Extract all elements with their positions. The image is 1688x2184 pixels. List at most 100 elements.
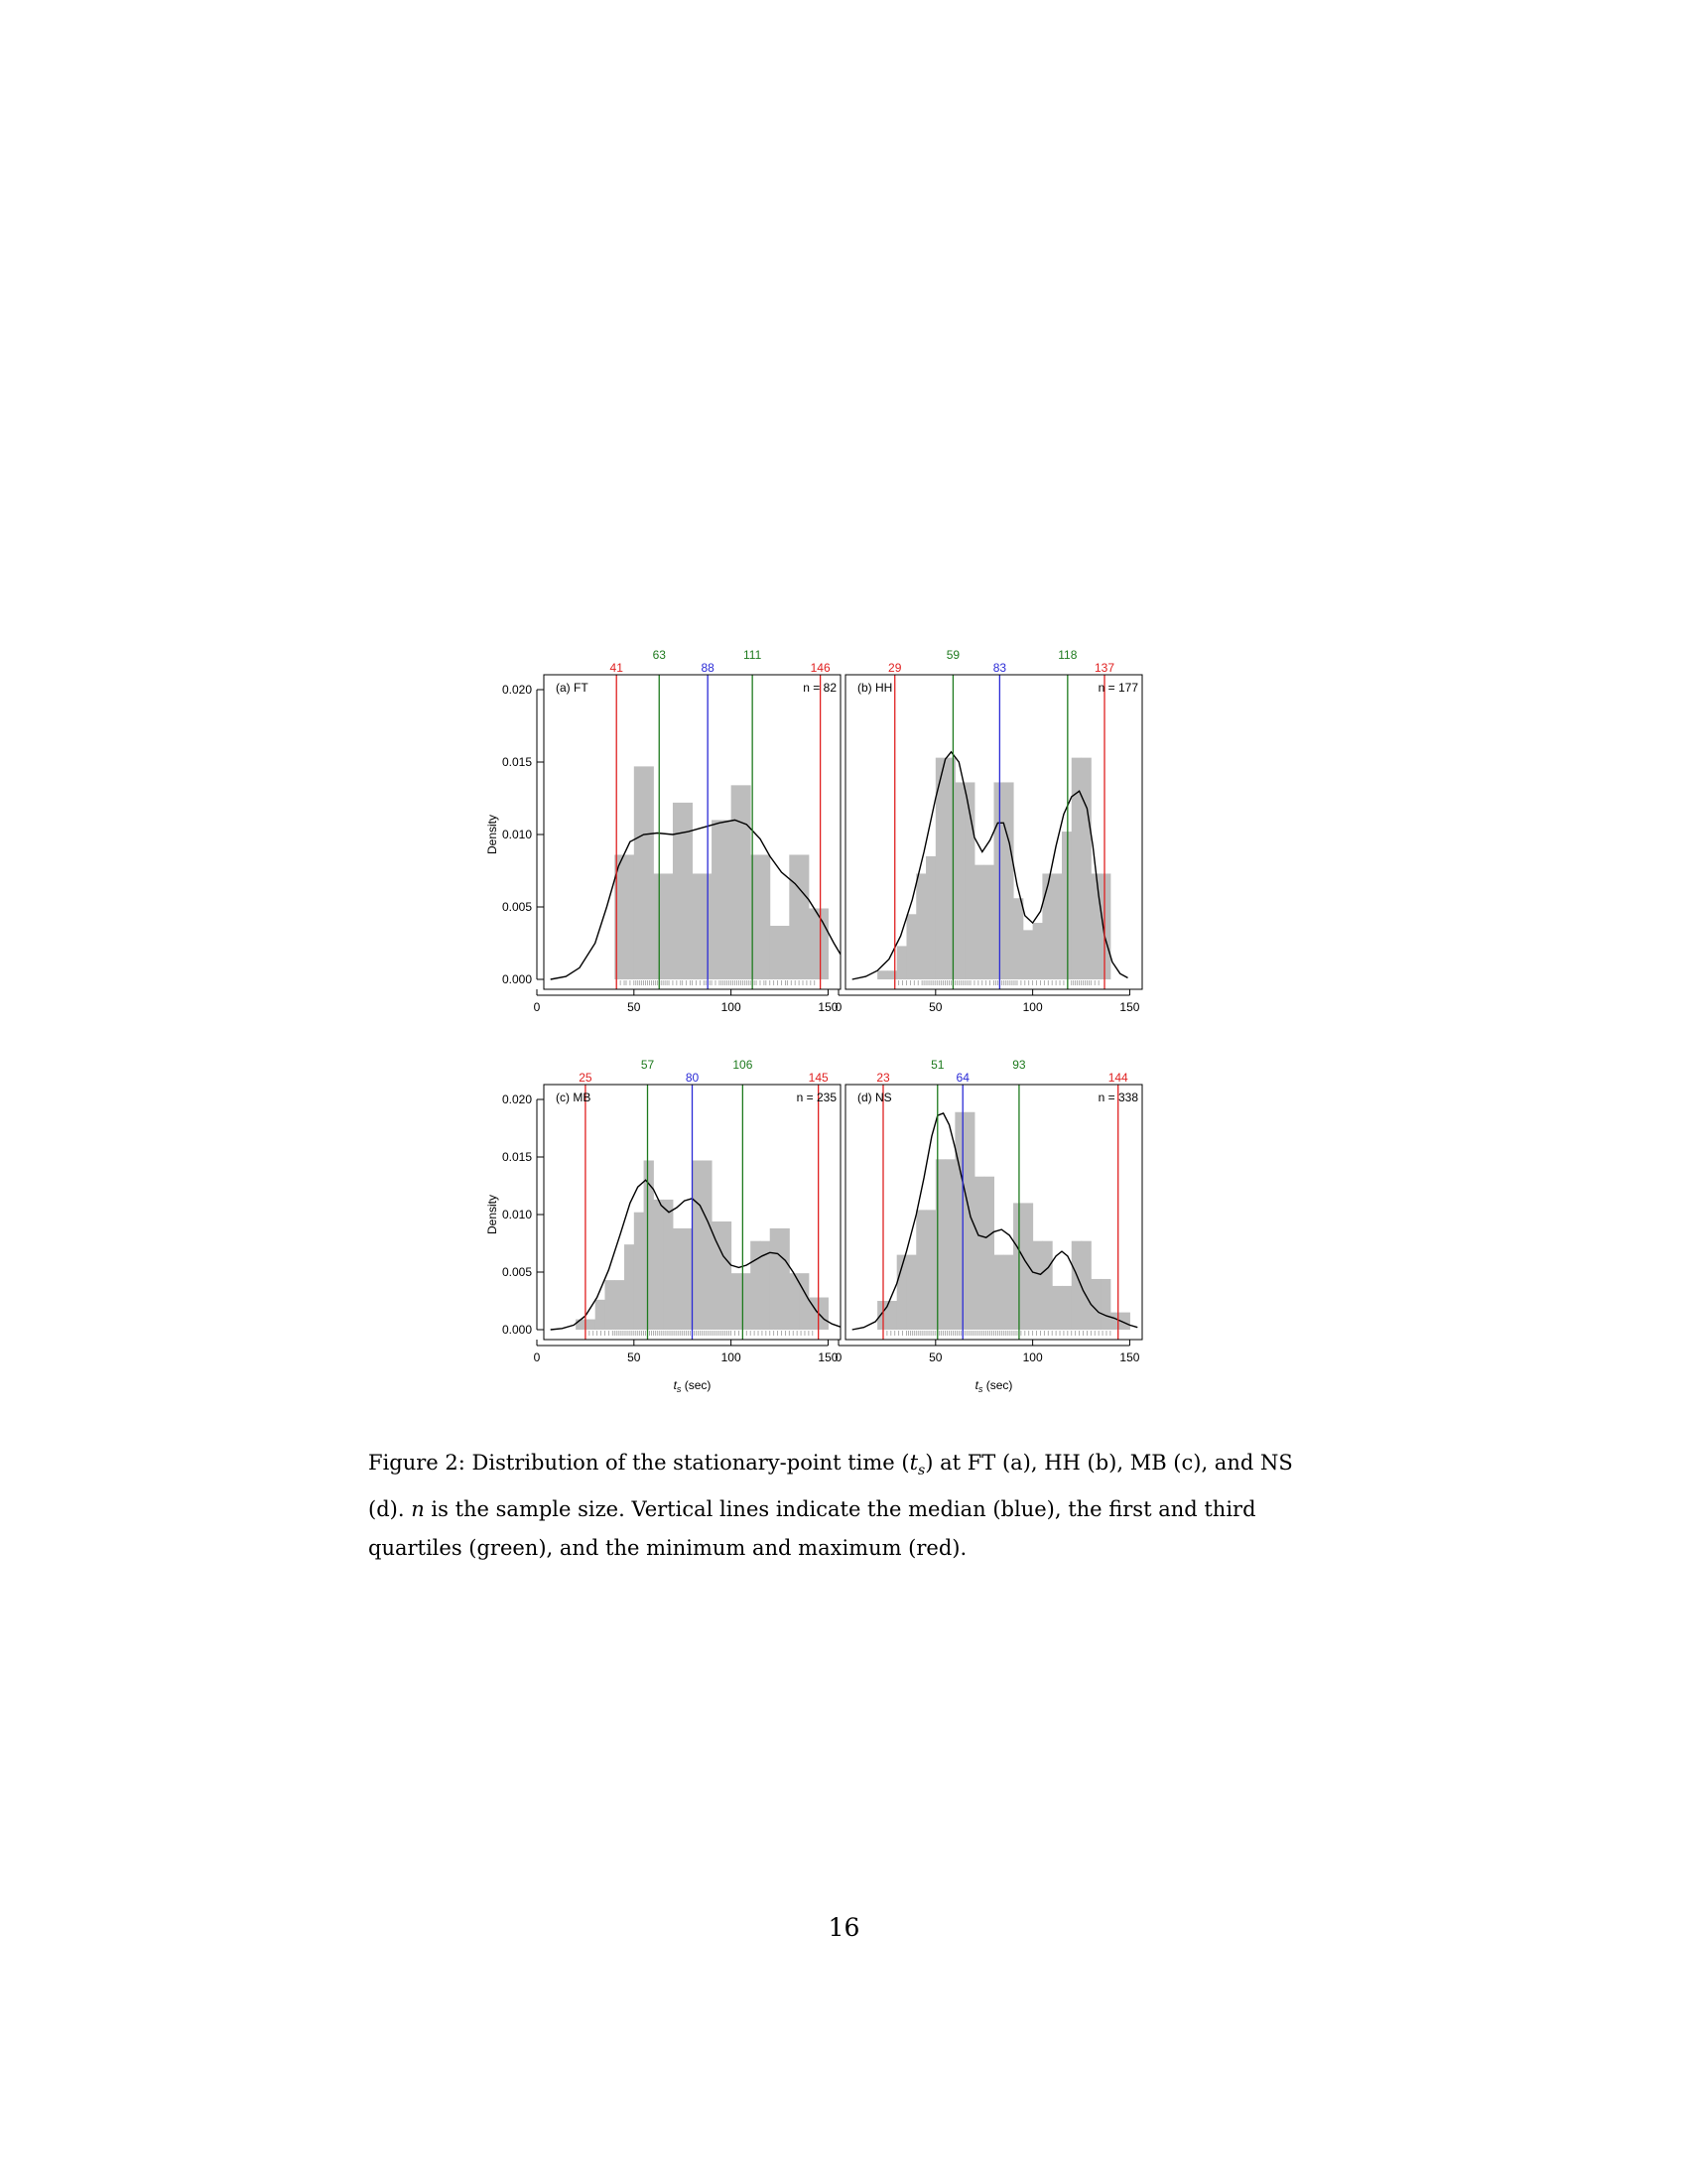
histogram-bar (633, 1212, 645, 1330)
x-axis-label: ts (sec) (975, 1378, 1013, 1394)
density-curve (550, 819, 841, 980)
plot-area (550, 1160, 841, 1336)
histogram-bar (750, 1240, 761, 1330)
histogram-bar (653, 873, 674, 979)
histogram-bar (702, 1160, 713, 1330)
histogram-bar (906, 1254, 917, 1330)
caption-symbol-ts: ts (909, 1451, 926, 1479)
y-tick-label: 0.000 (502, 972, 532, 986)
histogram-bar (1109, 1312, 1121, 1330)
max-label: 146 (811, 661, 831, 675)
histogram-bar (730, 1273, 741, 1330)
histogram-bar (983, 864, 995, 979)
histogram-bar (993, 1254, 1004, 1330)
histogram-bar (1061, 1285, 1073, 1330)
sample-size-label: n = 177 (1099, 681, 1139, 695)
x-tick-label: 0 (836, 1000, 843, 1014)
histogram-bar (926, 1210, 937, 1330)
median-label: 80 (686, 1071, 700, 1085)
min-label: 23 (876, 1071, 890, 1085)
histogram-bar (935, 757, 947, 979)
x-tick-label: 50 (627, 1000, 641, 1014)
q1-label: 51 (931, 1058, 945, 1072)
chart-panel-2: 29 59 83 118 137 (b) HH n = 177 0 50 100 150 (836, 648, 1143, 1014)
max-label: 144 (1108, 1071, 1128, 1085)
x-tick-label: 100 (721, 1000, 741, 1014)
chart-panel-1: 41 63 88 111 146 (a) FT n = 82 0 50 100 150 0.000 0.… (485, 648, 842, 1014)
histogram-bar (945, 1159, 956, 1330)
x-axis-label: ts (sec) (674, 1378, 712, 1394)
histogram-bar (896, 946, 907, 979)
figure-caption: Figure 2: Distribution of the stationary… (368, 1444, 1321, 1568)
median-label: 88 (701, 661, 714, 675)
histogram-bar (877, 970, 888, 979)
x-tick-label: 100 (1023, 1350, 1043, 1364)
max-label: 137 (1095, 661, 1114, 675)
histogram-bar (712, 1220, 722, 1330)
q1-label: 63 (653, 648, 667, 662)
y-tick-label: 0.015 (502, 755, 532, 769)
q3-label: 118 (1058, 648, 1077, 662)
panel-frame (844, 674, 1143, 990)
q3-label: 93 (1012, 1058, 1026, 1072)
histogram-bar (712, 820, 732, 979)
histogram-bar (1022, 930, 1034, 979)
sample-size-label: n = 235 (797, 1091, 838, 1104)
histogram-bar (1052, 873, 1063, 979)
x-tick-label: 50 (627, 1350, 641, 1364)
histogram-bar (682, 1227, 694, 1330)
histogram-bar (1013, 898, 1024, 979)
max-label: 145 (809, 1071, 829, 1085)
histogram-bar (808, 908, 829, 979)
histogram-bar (926, 855, 937, 979)
histogram-bar (594, 1299, 605, 1330)
histogram-bar (779, 1227, 790, 1330)
caption-label: Figure 2: (368, 1451, 465, 1475)
y-tick-label: 0.000 (502, 1323, 532, 1337)
histogram-bar (935, 1159, 947, 1330)
q3-label: 111 (743, 648, 762, 662)
histogram-bar (1013, 1203, 1024, 1330)
panel-label: (a) FT (556, 681, 588, 695)
histogram-bar (1091, 1278, 1102, 1330)
median-label: 64 (957, 1071, 971, 1085)
x-tick-label: 150 (1119, 1000, 1139, 1014)
histogram-bar (750, 854, 771, 979)
histogram-bar (730, 785, 751, 979)
caption-text-1: Distribution of the stationary-point tim… (471, 1451, 910, 1475)
histogram-bar (916, 873, 927, 979)
histogram-bar (877, 1301, 888, 1330)
x-tick-label: 150 (818, 1350, 838, 1364)
histogram-bar (672, 1227, 684, 1330)
histogram-bar (1101, 1278, 1111, 1330)
histogram-bar (584, 1319, 596, 1330)
histogram-bar (1061, 832, 1073, 979)
histogram-bar (720, 1220, 732, 1330)
histogram-bar (1091, 873, 1102, 979)
chart-panel-4: 23 51 64 93 144 (d) NS n = 338 0 50 100 150 ts (sec… (836, 1058, 1143, 1394)
histogram-bar (1071, 757, 1083, 979)
histogram-bar (789, 1273, 800, 1330)
y-tick-label: 0.020 (502, 683, 532, 697)
histogram-bar (1081, 1240, 1092, 1330)
panel-label: (c) MB (556, 1091, 590, 1104)
x-tick-label: 150 (1119, 1350, 1139, 1364)
histogram-bar (1032, 923, 1043, 979)
histogram-bar (955, 1111, 966, 1330)
histogram-bar (692, 1160, 703, 1330)
histogram-bar (916, 1210, 927, 1330)
panel-frame (844, 1084, 1143, 1341)
histogram-bar (1071, 1240, 1083, 1330)
x-tick-label: 0 (534, 1350, 541, 1364)
histogram-bar (624, 1244, 635, 1330)
sample-size-label: n = 82 (803, 681, 837, 695)
histogram-bar (906, 914, 917, 979)
x-tick-label: 0 (534, 1000, 541, 1014)
histogram-bar (614, 854, 635, 979)
figure-2: 41 63 88 111 146 (a) FT n = 82 0 50 100 150 0.000 0.… (485, 648, 1143, 1394)
y-axis-label: Density (485, 815, 499, 854)
sample-size-label: n = 338 (1099, 1091, 1139, 1104)
x-tick-label: 50 (929, 1000, 943, 1014)
histogram-bar (799, 1273, 810, 1330)
